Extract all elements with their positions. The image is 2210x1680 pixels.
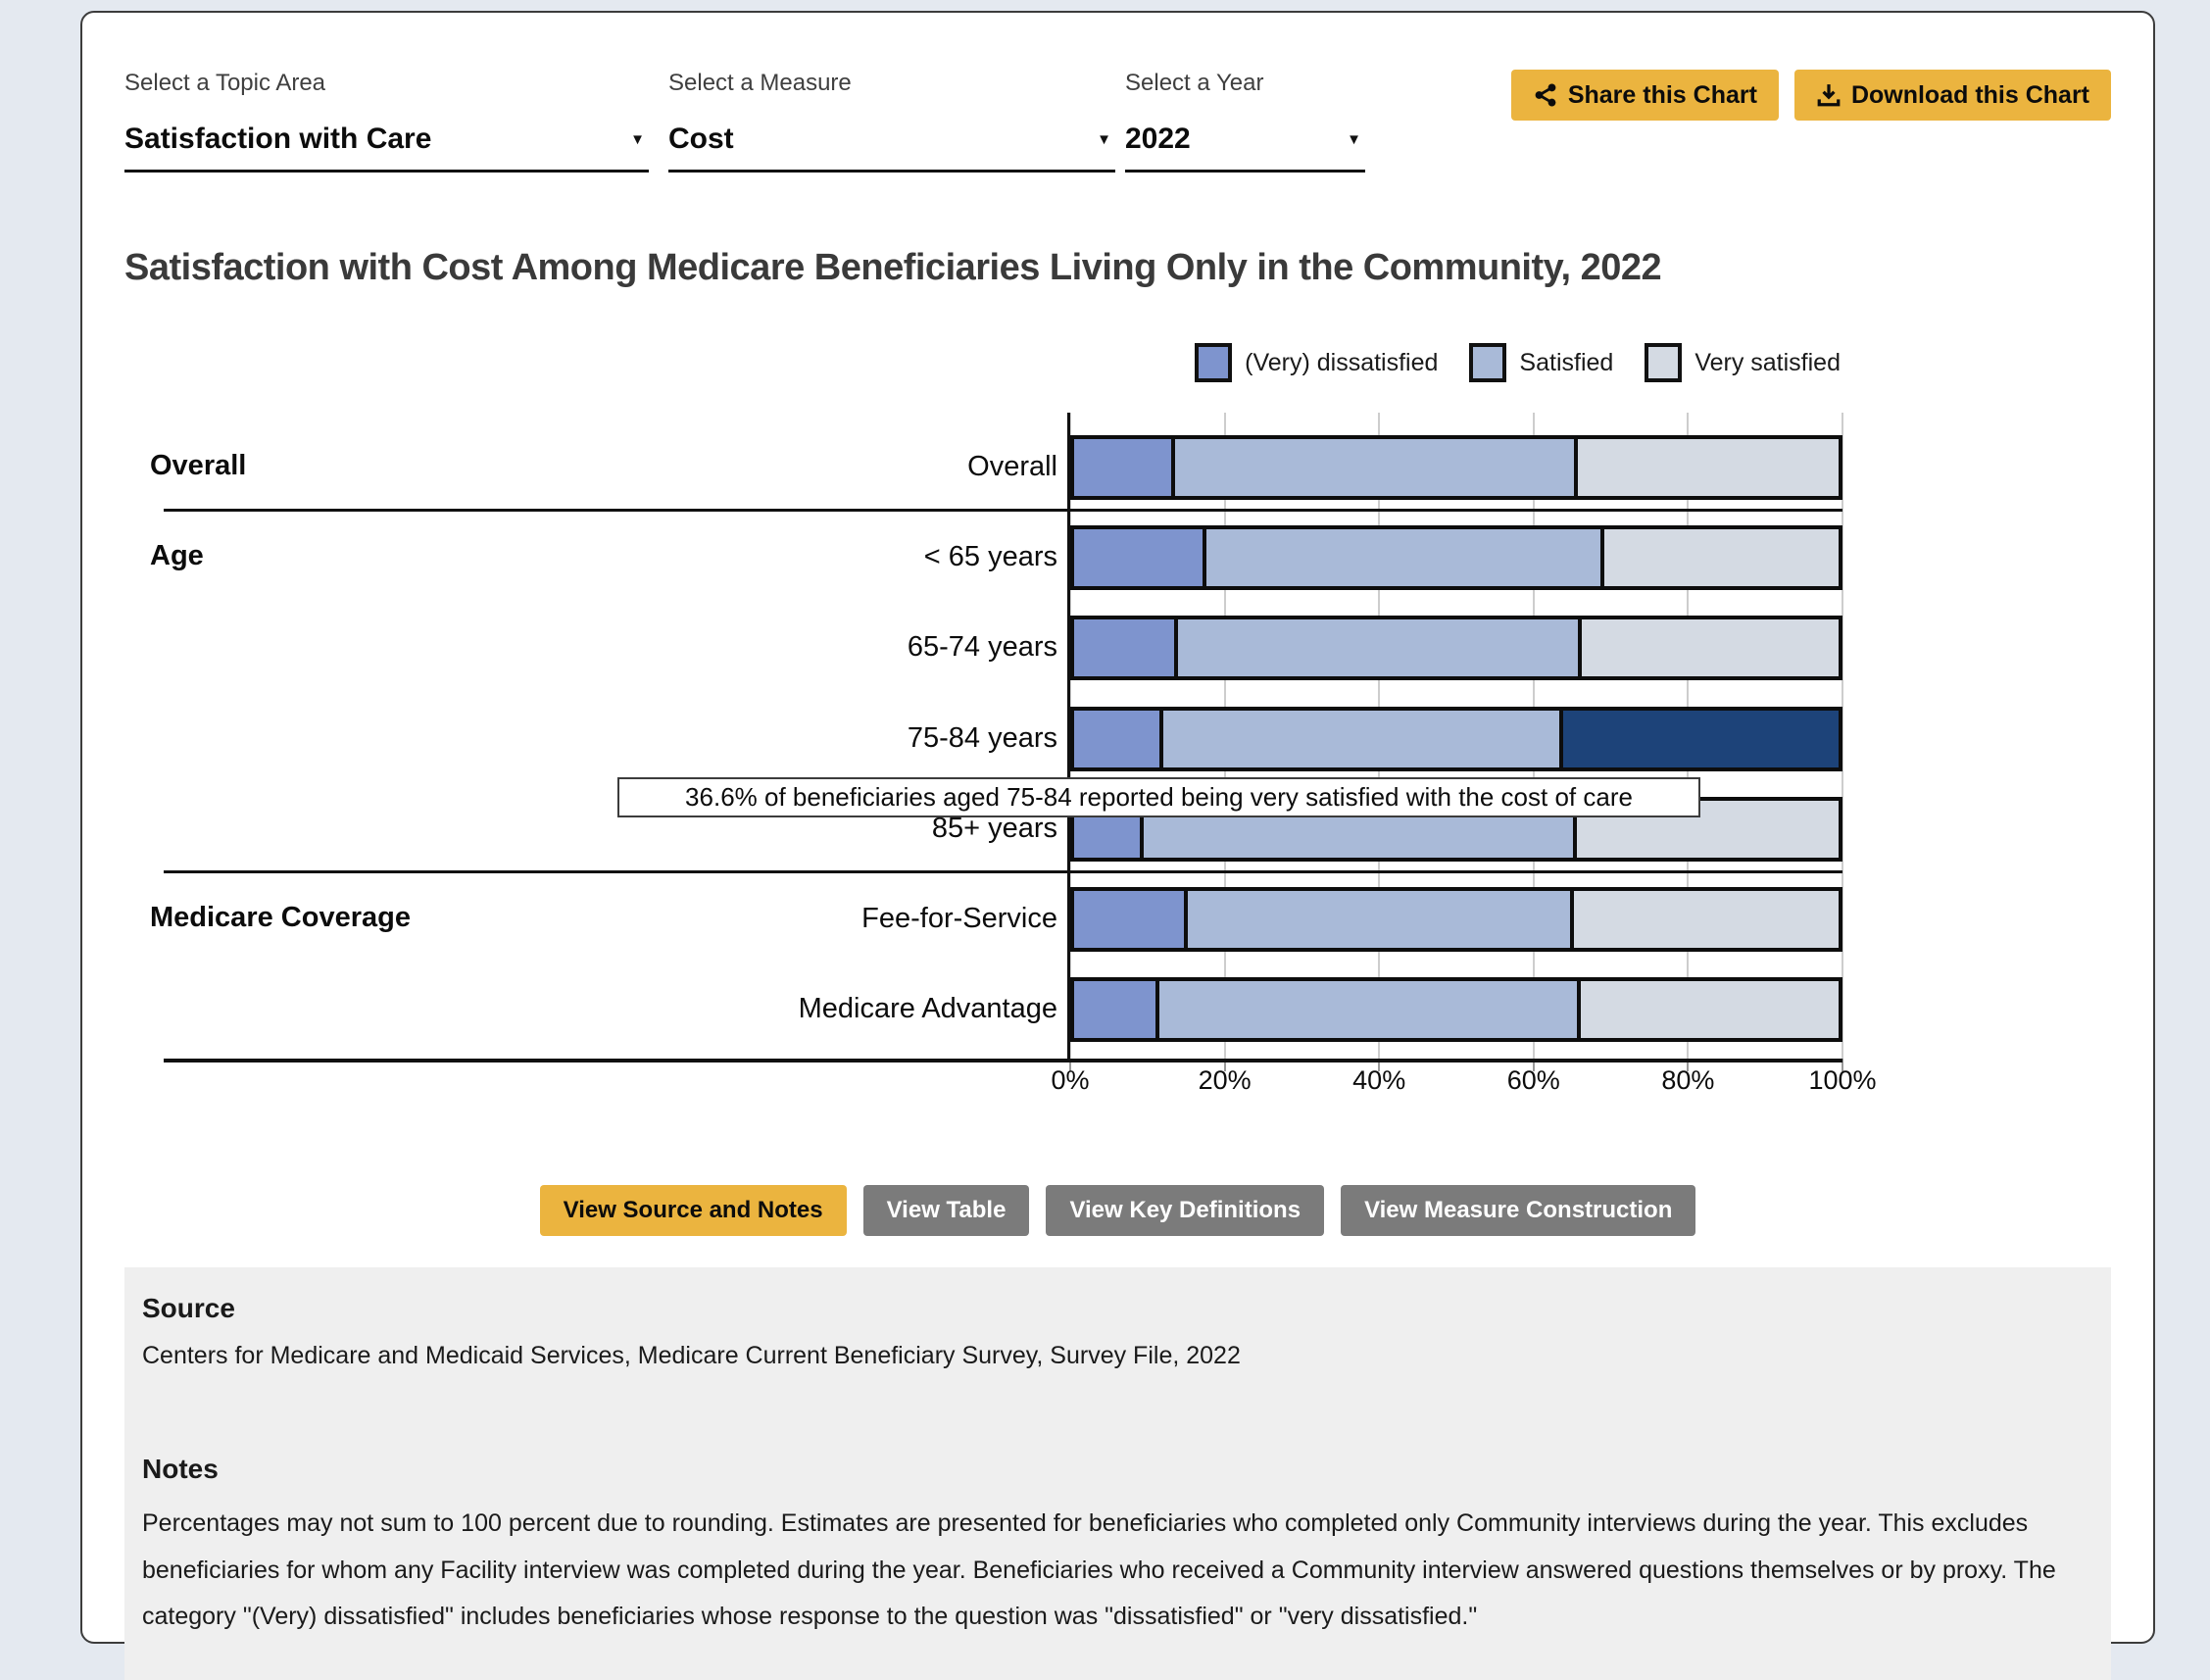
chart-group-label: Overall (150, 450, 247, 481)
stacked-bar (1070, 525, 1842, 590)
topic-area-value-row[interactable]: Satisfaction with Care ▼ (124, 123, 649, 173)
bar-segment-very-satisfied[interactable] (1570, 891, 1839, 948)
axis-tick (1069, 1059, 1071, 1071)
source-notes-panel: Source Centers for Medicare and Medicaid… (124, 1267, 2111, 1680)
year-value: 2022 (1125, 123, 1191, 155)
view-key-definitions-button[interactable]: View Key Definitions (1046, 1185, 1325, 1236)
view-source-and-notes-button[interactable]: View Source and Notes (539, 1185, 847, 1236)
view-measure-construction-button[interactable]: View Measure Construction (1341, 1185, 1696, 1236)
x-axis-label: 0% (1051, 1065, 1090, 1095)
share-icon (1533, 82, 1558, 108)
legend-swatch (1469, 343, 1507, 382)
x-axis-line (164, 1059, 1842, 1062)
measure-value: Cost (668, 123, 734, 155)
chart-row-label: Medicare Advantage (798, 993, 1057, 1024)
bar-segment-very-satisfied[interactable] (1578, 619, 1839, 676)
controls-row: Select a Topic Area Satisfaction with Ca… (124, 70, 2111, 173)
legend-item[interactable]: Satisfied (1469, 343, 1613, 382)
chart-title: Satisfaction with Cost Among Medicare Be… (124, 247, 1662, 288)
stacked-bar (1070, 977, 1842, 1042)
chart-group-label: Age (150, 540, 204, 572)
legend-swatch (1195, 343, 1233, 382)
chevron-down-icon: ▼ (1097, 130, 1111, 148)
notes-heading: Notes (142, 1454, 219, 1485)
bar-segment-very-dissatisfied[interactable] (1074, 891, 1184, 948)
bar-segment-satisfied[interactable] (1203, 529, 1601, 586)
legend-item[interactable]: (Very) dissatisfied (1195, 343, 1438, 382)
x-axis-label: 60% (1506, 1065, 1560, 1095)
axis-tick (1378, 1059, 1381, 1071)
year-value-row[interactable]: 2022 ▼ (1125, 123, 1365, 173)
stacked-bar (1070, 435, 1842, 500)
download-chart-button[interactable]: Download this Chart (1793, 70, 2111, 121)
view-table-button[interactable]: View Table (862, 1185, 1030, 1236)
legend-label: Very satisfied (1694, 348, 1841, 376)
stacked-bar (1070, 616, 1842, 680)
legend-label: Satisfied (1519, 348, 1614, 376)
share-chart-label: Share this Chart (1567, 80, 1757, 109)
bar-segment-very-dissatisfied[interactable] (1074, 619, 1175, 676)
chart-card: Select a Topic Area Satisfaction with Ca… (80, 11, 2155, 1680)
notes-text: Percentages may not sum to 100 percent d… (142, 1509, 2056, 1631)
chart-row-label: < 65 years (923, 541, 1057, 572)
axis-tick (1687, 1059, 1690, 1071)
bar-segment-very-satisfied[interactable] (1558, 711, 1839, 767)
x-axis-label: 20% (1198, 1065, 1252, 1095)
chevron-down-icon: ▼ (630, 130, 645, 148)
legend-label: (Very) dissatisfied (1245, 348, 1439, 376)
year-label: Select a Year (1125, 70, 1264, 96)
bar-segment-very-satisfied[interactable] (1600, 529, 1839, 586)
download-icon (1816, 82, 1842, 108)
group-divider-line (164, 870, 1842, 873)
x-axis-label: 100% (1808, 1065, 1877, 1095)
group-divider-line (164, 509, 1842, 513)
bar-segment-very-satisfied[interactable] (1577, 981, 1839, 1038)
chart: 0% 20% 40% 60% 80% 100% Overall Overall Age < 65 … (124, 405, 2111, 1103)
bar-segment-very-dissatisfied[interactable] (1074, 439, 1172, 496)
stacked-bar (1070, 887, 1842, 952)
legend-swatch (1645, 343, 1683, 382)
bar-segment-satisfied[interactable] (1174, 619, 1578, 676)
stacked-bar (1070, 707, 1842, 771)
chart-action-buttons: View Source and Notes View Table View Key … (124, 1185, 2111, 1236)
chart-row-label: 65-74 years (907, 631, 1057, 663)
bar-segment-satisfied[interactable] (1159, 711, 1559, 767)
chart-export-buttons: Share this Chart Download this Chart (1510, 70, 2111, 121)
source-text: Centers for Medicare and Medicaid Servic… (142, 1342, 1241, 1369)
download-chart-label: Download this Chart (1850, 80, 2089, 109)
bar-segment-satisfied[interactable] (1171, 439, 1575, 496)
bar-segment-very-satisfied[interactable] (1574, 439, 1839, 496)
axis-tick (1223, 1059, 1226, 1071)
year-select[interactable]: Select a Year 2022 ▼ (1125, 70, 1365, 173)
axis-tick (1532, 1059, 1535, 1071)
chart-legend: (Very) dissatisfied Satisfied Very satisfi… (124, 340, 2111, 385)
bar-segment-very-dissatisfied[interactable] (1074, 529, 1203, 586)
bar-segment-very-dissatisfied[interactable] (1074, 711, 1160, 767)
share-chart-button[interactable]: Share this Chart (1510, 70, 1779, 121)
spacer (142, 1373, 2082, 1454)
measure-label: Select a Measure (668, 70, 852, 96)
chart-tooltip: 36.6% of beneficiaries aged 75-84 report… (617, 777, 1700, 817)
measure-value-row[interactable]: Cost ▼ (668, 123, 1115, 173)
bar-segment-satisfied[interactable] (1183, 891, 1571, 948)
y-axis-line (1067, 413, 1070, 1059)
axis-tick (1842, 1059, 1843, 1071)
measure-select[interactable]: Select a Measure Cost ▼ (668, 70, 1115, 173)
chart-row-label: 75-84 years (907, 722, 1057, 754)
chart-row-label: Overall (967, 451, 1057, 482)
legend-item[interactable]: Very satisfied (1645, 343, 1841, 382)
bar-segment-very-dissatisfied[interactable] (1074, 981, 1156, 1038)
chart-row-label: Fee-for-Service (861, 903, 1057, 934)
chart-group-label: Medicare Coverage (150, 902, 411, 933)
topic-area-label: Select a Topic Area (124, 70, 326, 96)
chart-row-label: 85+ years (931, 813, 1057, 844)
chevron-down-icon: ▼ (1347, 130, 1361, 148)
x-axis-label: 80% (1661, 1065, 1715, 1095)
topic-area-value: Satisfaction with Care (124, 123, 432, 155)
bar-segment-satisfied[interactable] (1155, 981, 1578, 1038)
x-axis-label: 40% (1352, 1065, 1406, 1095)
gridline (1842, 413, 1843, 1059)
topic-area-select[interactable]: Select a Topic Area Satisfaction with Ca… (124, 70, 649, 173)
source-heading: Source (142, 1293, 235, 1323)
